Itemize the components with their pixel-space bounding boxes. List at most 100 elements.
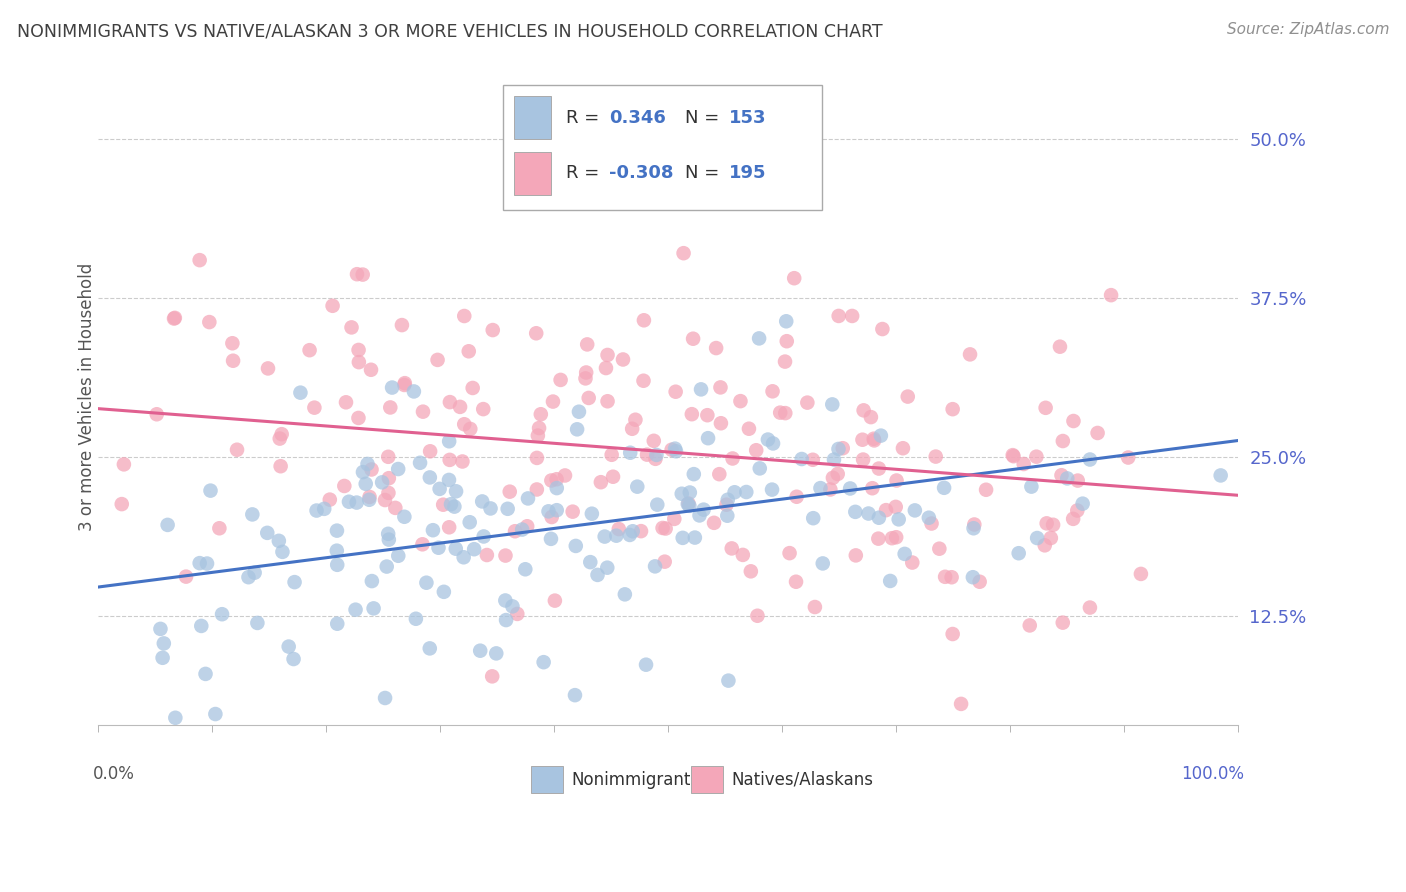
Point [374,691,396,706]
Point [298,343,321,358]
Point [360,462,382,476]
Point [440,497,463,511]
Point [868,532,890,546]
Point [240,508,263,522]
Point [394,376,416,391]
Point [681,407,703,421]
Point [682,467,704,482]
Point [678,499,700,513]
Point [371,475,394,490]
Point [384,500,406,515]
Point [546,481,568,495]
Point [690,383,713,397]
Point [326,558,349,572]
Point [697,431,720,445]
Point [775,406,797,420]
Point [1062,512,1084,526]
Point [510,523,533,537]
Point [495,613,517,627]
Point [377,526,399,541]
Point [1026,531,1049,545]
Point [779,546,801,560]
Point [347,355,370,369]
Point [621,524,644,539]
Point [1012,457,1035,471]
Point [153,636,176,650]
Point [925,450,948,464]
Text: Source: ZipAtlas.com: Source: ZipAtlas.com [1226,22,1389,37]
Point [270,427,292,442]
Point [827,309,849,323]
Point [918,510,941,524]
Point [419,641,441,656]
Point [775,314,797,328]
Text: 0.346: 0.346 [609,109,666,127]
Point [595,361,617,376]
Point [381,380,404,394]
Point [735,485,758,500]
Point [1033,538,1056,552]
Point [932,481,955,495]
Point [1056,471,1078,485]
Point [1052,434,1074,448]
Point [204,706,226,721]
Point [602,469,624,483]
Point [326,543,349,558]
Point [503,524,526,539]
Point [475,548,498,562]
Point [1087,425,1109,440]
Point [439,453,461,467]
Point [443,500,465,514]
Point [1025,450,1047,464]
Point [463,542,485,557]
Point [461,381,484,395]
Point [188,556,211,570]
Point [527,428,550,442]
Point [852,452,875,467]
Point [820,483,842,497]
Point [790,452,813,467]
Point [578,391,600,405]
Point [969,574,991,589]
Point [860,481,883,495]
Point [426,352,449,367]
Point [959,347,981,361]
Point [378,471,401,485]
Point [643,434,665,448]
Point [472,402,495,417]
Point [962,521,984,535]
Point [761,483,783,497]
Point [432,498,454,512]
Point [863,434,886,448]
Point [190,619,212,633]
Point [801,452,824,467]
Point [481,669,503,683]
Point [458,422,481,436]
Point [174,569,197,583]
Point [1062,414,1084,428]
Point [427,541,450,555]
Point [709,380,731,394]
Point [851,433,873,447]
Point [257,361,280,376]
Point [619,528,641,542]
Point [360,574,382,588]
Point [314,501,336,516]
Point [1001,448,1024,462]
Point [246,615,269,630]
Point [671,487,693,501]
Point [672,246,695,260]
FancyBboxPatch shape [531,766,564,794]
Text: 0.0%: 0.0% [93,765,135,783]
Point [568,405,591,419]
Point [546,503,568,517]
Text: N =: N = [685,109,725,127]
Point [950,697,973,711]
Point [934,570,956,584]
Point [596,560,619,574]
Text: 153: 153 [728,109,766,127]
Point [676,497,699,511]
Point [243,566,266,580]
Point [437,520,460,534]
Point [419,470,441,484]
